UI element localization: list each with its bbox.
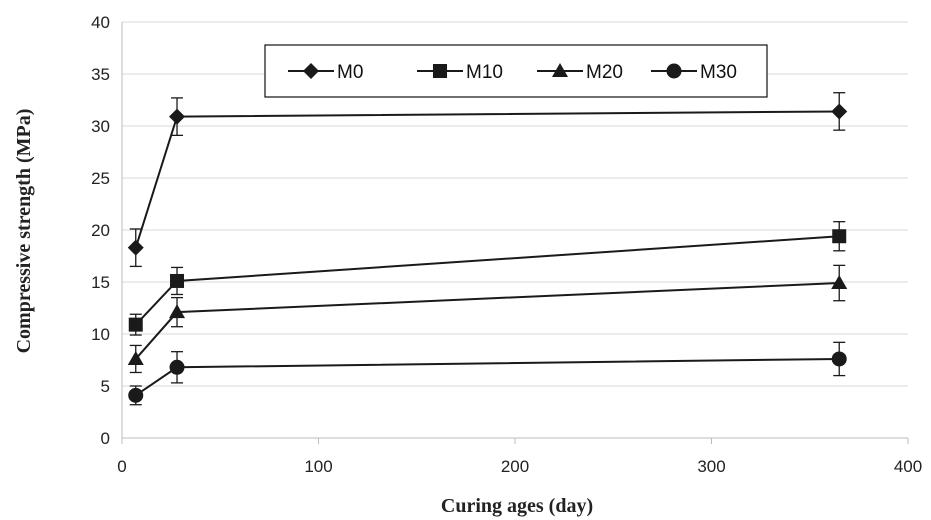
legend-marker-m20 <box>552 63 568 77</box>
x-axis-label: Curing ages (day) <box>441 495 593 517</box>
x-tick-labels: 0 100 200 300 400 <box>117 457 922 476</box>
legend-marker-m0 <box>303 63 319 79</box>
plot-area <box>127 92 848 406</box>
series-line-m10 <box>135 235 840 326</box>
legend: M0 M10 M20 M30 <box>264 44 768 98</box>
y-tick-label-25: 25 <box>91 169 110 188</box>
data-point-m20-0 <box>127 350 144 365</box>
data-point-m10-1 <box>170 273 185 288</box>
legend-marker-m10 <box>433 64 447 78</box>
y-tick-label-20: 20 <box>91 221 110 240</box>
y-tick-label-35: 35 <box>91 65 110 84</box>
y-tick-label-15: 15 <box>91 273 110 292</box>
data-point-m30-0 <box>128 387 144 403</box>
y-axis-label: Compressive strength (MPa) <box>13 109 35 354</box>
series-m30 <box>128 341 847 406</box>
data-point-m20-1 <box>169 304 186 319</box>
series-line-m20 <box>135 282 840 360</box>
legend-label-m30: M30 <box>700 62 737 83</box>
series-line-m0 <box>134 110 840 248</box>
series-m0 <box>127 92 848 268</box>
data-point-m10-2 <box>832 229 847 244</box>
y-tick-label-40: 40 <box>91 13 110 32</box>
x-tick-label-0: 0 <box>117 457 126 476</box>
legend-marker-m30 <box>666 63 682 79</box>
y-tick-label-5: 5 <box>101 377 110 396</box>
axes <box>121 22 909 444</box>
legend-label-m20: M20 <box>586 62 623 83</box>
y-tick-label-30: 30 <box>91 117 110 136</box>
data-point-m0-1 <box>169 108 186 125</box>
grid-lines <box>122 21 908 387</box>
y-tick-label-10: 10 <box>91 325 110 344</box>
x-tick-label-400: 400 <box>894 457 922 476</box>
legend-label-m0: M0 <box>337 62 363 83</box>
data-point-m30-1 <box>169 359 185 375</box>
data-point-m0-2 <box>831 103 848 120</box>
data-point-m20-2 <box>831 275 848 290</box>
legend-label-m10: M10 <box>466 62 503 83</box>
series-m10 <box>128 221 847 336</box>
y-tick-label-0: 0 <box>101 429 110 448</box>
y-tick-labels: 0 5 10 15 20 25 30 35 40 <box>91 13 110 448</box>
data-point-m0-0 <box>127 239 144 256</box>
x-tick-label-200: 200 <box>501 457 529 476</box>
series-line-m30 <box>135 357 840 397</box>
x-tick-label-100: 100 <box>304 457 332 476</box>
data-point-m30-2 <box>831 351 847 367</box>
x-tick-label-300: 300 <box>697 457 725 476</box>
series-m20 <box>127 264 848 374</box>
data-point-m10-0 <box>128 317 143 332</box>
